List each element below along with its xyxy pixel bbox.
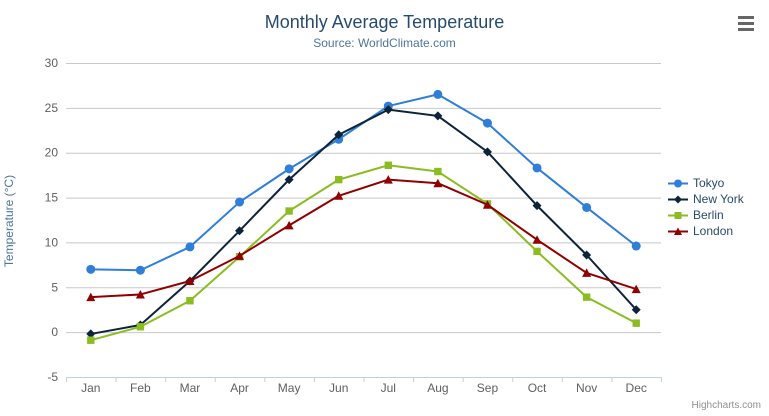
hamburger-icon [738, 15, 754, 19]
hamburger-icon [738, 27, 754, 31]
legend-item-label: Berlin [693, 208, 724, 222]
grid-lines [66, 63, 661, 334]
svg-text:Jun: Jun [329, 381, 348, 395]
svg-text:15: 15 [45, 191, 59, 205]
svg-text:Jan: Jan [81, 381, 100, 395]
legend-item-berlin[interactable]: Berlin [668, 209, 744, 222]
legend-item-london[interactable]: London [668, 225, 744, 238]
legend-item-label: Tokyo [693, 176, 725, 190]
legend-item-new-york[interactable]: New York [668, 193, 744, 206]
svg-text:Oct: Oct [528, 381, 547, 395]
square-marker-icon [668, 212, 688, 219]
chart-subtitle: Source: WorldClimate.com [313, 36, 456, 50]
legend: Tokyo New York Berlin London [668, 177, 744, 238]
svg-text:Nov: Nov [576, 381, 597, 395]
legend-item-label: New York [693, 192, 744, 206]
svg-text:Dec: Dec [626, 381, 647, 395]
legend-item-label: London [693, 224, 734, 238]
svg-text:Apr: Apr [230, 381, 249, 395]
svg-text:Aug: Aug [427, 381, 448, 395]
legend-item-tokyo[interactable]: Tokyo [668, 177, 744, 190]
svg-text:Mar: Mar [180, 381, 201, 395]
svg-text:20: 20 [45, 146, 59, 160]
diamond-marker-icon [668, 195, 688, 204]
chart-title: Monthly Average Temperature [264, 12, 505, 32]
svg-text:May: May [278, 381, 301, 395]
y-axis-title: Temperature (°C) [2, 174, 16, 268]
series-london[interactable] [86, 175, 641, 302]
svg-text:Feb: Feb [130, 381, 151, 395]
svg-text:25: 25 [45, 101, 59, 115]
credits-link[interactable]: Highcharts.com [691, 400, 761, 411]
svg-text:10: 10 [45, 235, 59, 249]
series-new-york[interactable] [86, 105, 641, 339]
svg-text:0: 0 [51, 325, 58, 339]
export-menu-button[interactable] [735, 12, 759, 34]
svg-text:-5: -5 [47, 370, 58, 384]
hamburger-icon [738, 21, 754, 25]
svg-text:Jul: Jul [381, 381, 396, 395]
circle-marker-icon [668, 179, 688, 188]
svg-text:30: 30 [45, 56, 59, 70]
series-tokyo[interactable] [86, 89, 641, 275]
svg-text:5: 5 [51, 280, 58, 294]
triangle-marker-icon [668, 227, 688, 235]
x-axis [66, 377, 662, 382]
y-axis-labels: -5 0 5 10 15 20 25 30 [45, 56, 59, 384]
x-axis-labels: Jan Feb Mar Apr May Jun Jul Aug Sep Oct Nov Dec [81, 381, 647, 395]
svg-text:Sep: Sep [477, 381, 499, 395]
